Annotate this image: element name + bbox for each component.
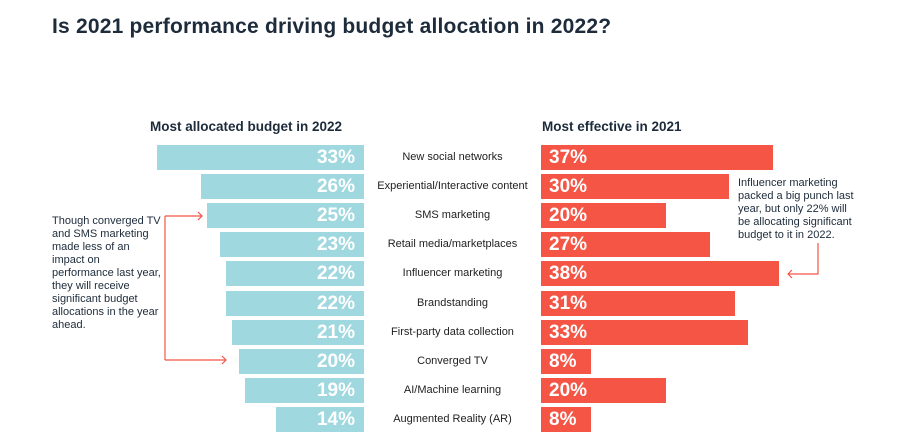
category-label: Experiential/Interactive content [377, 180, 528, 193]
category-label: SMS marketing [414, 209, 491, 222]
category-label: Augmented Reality (AR) [393, 412, 512, 425]
category-label: Converged TV [417, 354, 488, 367]
bar-allocated-2022: 33% [157, 145, 364, 170]
bar-effective-2021: 31% [541, 290, 736, 316]
category-label: First-party data collection [391, 325, 514, 338]
bar-allocated-2022: 20% [238, 348, 364, 374]
bar-allocated-2022: 21% [232, 319, 364, 345]
left-annotation: Though converged TV and SMS marketing ma… [52, 215, 161, 331]
left-series-heading: Most allocated budget in 2022 [150, 119, 343, 134]
bar-allocated-2022: 23% [219, 232, 364, 258]
bar-allocated-2022: 14% [276, 406, 364, 432]
bar-effective-2021: 8% [541, 348, 592, 374]
arrow-head-icon [197, 211, 227, 365]
bar-allocated-2022: 26% [200, 174, 364, 200]
bar-allocated-2022: 25% [207, 203, 364, 229]
right-annotation: Influencer marketing packed a big punch … [738, 177, 854, 241]
right-bracket-line [788, 243, 819, 275]
category-label: Retail media/marketplaces [387, 238, 518, 251]
left-bracket-line [164, 215, 226, 361]
bar-effective-2021: 33% [541, 319, 748, 345]
chart-title: Is 2021 performance driving budget alloc… [52, 15, 612, 38]
bar-effective-2021: 20% [541, 203, 667, 229]
bar-effective-2021: 37% [541, 145, 773, 170]
category-label: Influencer marketing [402, 267, 503, 280]
bar-effective-2021: 38% [541, 261, 780, 287]
arrow-head-icon [787, 269, 793, 279]
bar-allocated-2022: 22% [226, 290, 364, 316]
category-label: New social networks [402, 151, 503, 163]
bar-effective-2021: 20% [541, 377, 667, 403]
category-label: Brandstanding [417, 296, 488, 309]
bar-allocated-2022: 19% [244, 377, 364, 403]
bar-effective-2021: 27% [541, 232, 711, 258]
right-series-heading: Most effective in 2021 [542, 119, 682, 134]
category-label: AI/Machine learning [403, 383, 502, 396]
bar-allocated-2022: 22% [226, 261, 364, 287]
bar-effective-2021: 8% [541, 406, 592, 432]
bar-effective-2021: 30% [541, 174, 730, 200]
